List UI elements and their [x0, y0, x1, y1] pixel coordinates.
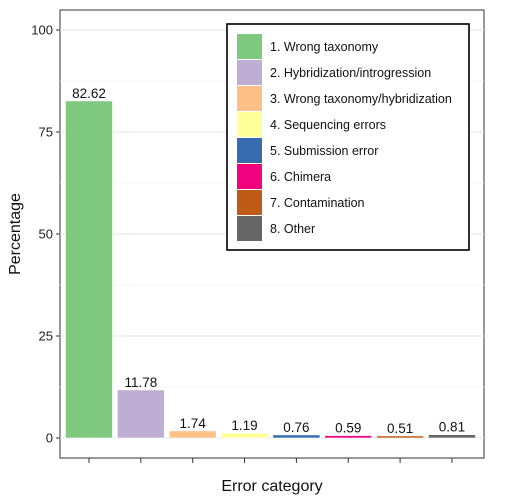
legend-label: 8. Other	[270, 222, 315, 236]
legend-label: 4. Sequencing errors	[270, 118, 386, 132]
bar	[65, 100, 113, 439]
bar-value-label: 82.62	[72, 86, 106, 101]
bar-value-labels: 82.62 11.78 1.74 1.19 0.76 0.59 0.51 0.81	[72, 86, 465, 436]
bar-value-label: 1.19	[231, 418, 257, 433]
legend: 1. Wrong taxonomy 2. Hybridization/introg…	[226, 23, 470, 251]
bars	[65, 100, 476, 439]
bar-value-label: 11.78	[124, 375, 157, 390]
legend-label: 7. Contamination	[270, 196, 365, 210]
bar	[376, 435, 424, 439]
y-tick-label: 50	[39, 227, 53, 242]
y-tick-label: 0	[46, 431, 53, 446]
legend-label: 2. Hybridization/introgression	[270, 66, 431, 80]
legend-swatch	[237, 112, 262, 137]
legend-box	[226, 23, 470, 251]
legend-swatch	[237, 216, 262, 241]
bar	[324, 435, 373, 439]
y-tick-label: 75	[39, 125, 53, 140]
bar-value-label: 0.76	[283, 420, 309, 435]
bar	[220, 432, 269, 439]
x-axis-title: Error category	[221, 478, 322, 495]
bar	[428, 434, 476, 439]
legend-label: 1. Wrong taxonomy	[270, 40, 379, 54]
y-axis-title: Percentage	[7, 193, 24, 275]
y-axis: 0 25 50 75 100	[31, 23, 60, 446]
legend-label: 5. Submission error	[270, 144, 378, 158]
legend-swatch	[237, 60, 262, 85]
y-tick-label: 100	[31, 23, 53, 38]
bar	[168, 430, 217, 439]
legend-swatch	[237, 164, 262, 189]
legend-swatch	[237, 34, 262, 59]
bar-value-label: 1.74	[180, 416, 207, 431]
x-axis	[88, 458, 453, 463]
legend-label: 3. Wrong taxonomy/hybridization	[270, 92, 452, 106]
legend-swatch	[237, 138, 262, 163]
bar-value-label: 0.51	[387, 421, 413, 436]
bar	[117, 389, 165, 439]
legend-swatch	[237, 190, 262, 215]
bar	[272, 434, 321, 439]
y-tick-label: 25	[39, 329, 53, 344]
legend-label: 6. Chimera	[270, 170, 331, 184]
bar-value-label: 0.59	[335, 421, 361, 436]
legend-swatch	[237, 86, 262, 111]
bar-value-label: 0.81	[439, 420, 465, 435]
